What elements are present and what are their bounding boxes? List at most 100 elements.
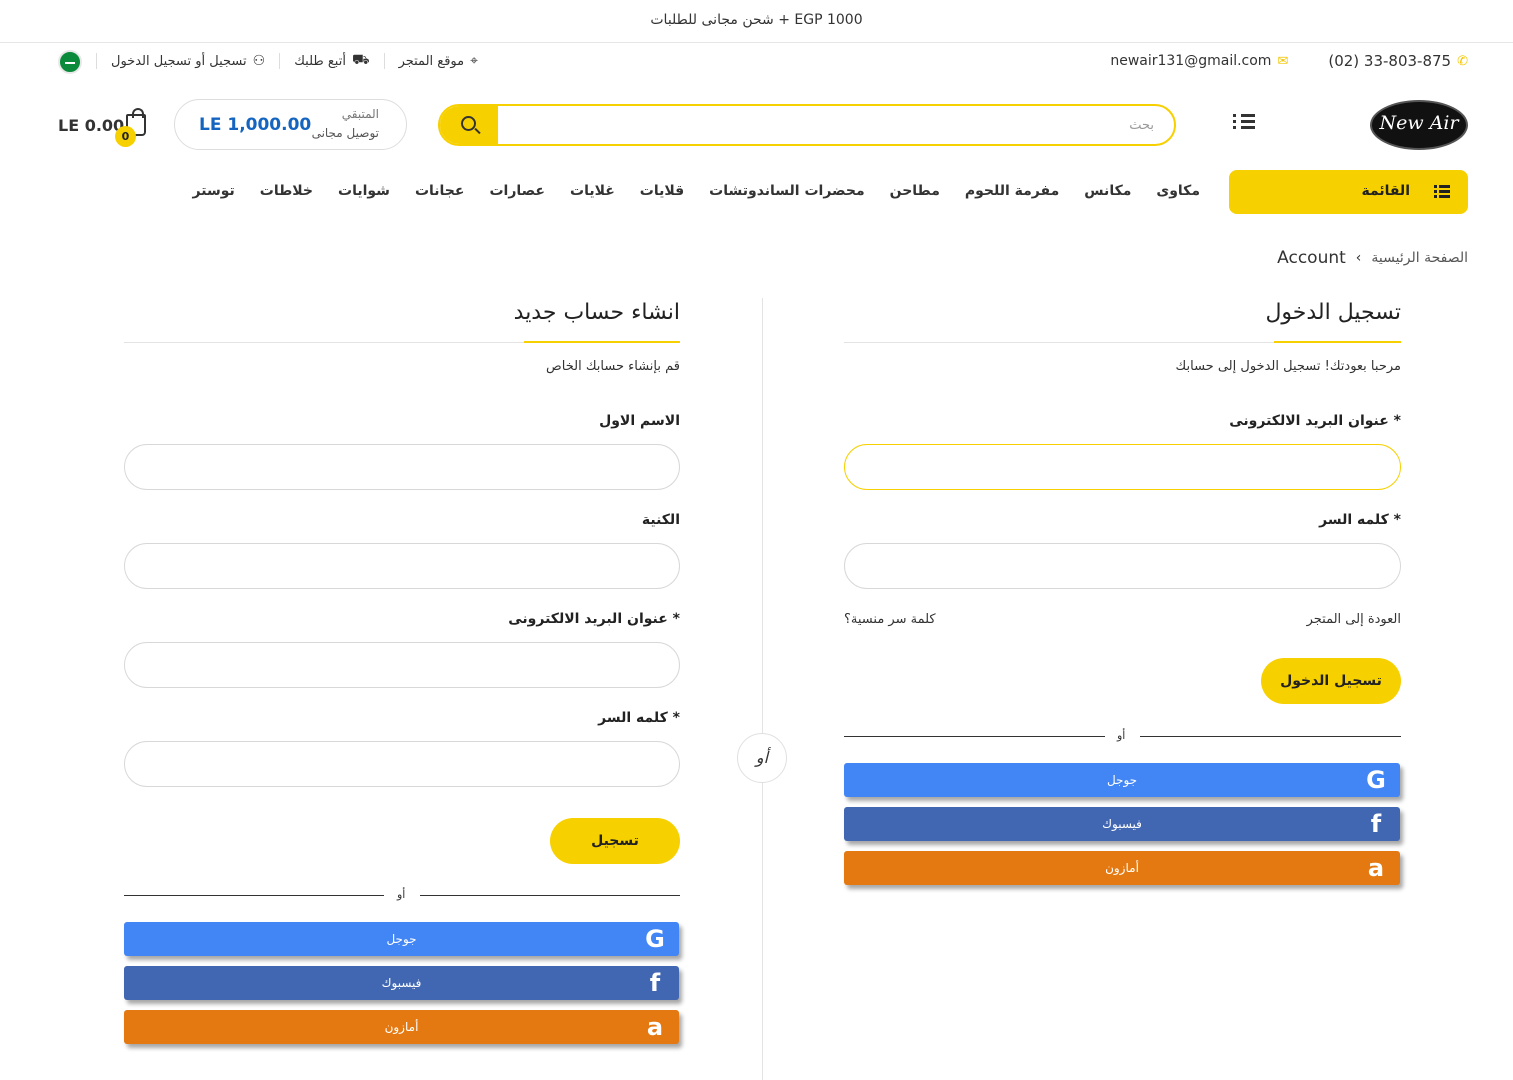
track-order-link[interactable]: أتبع طلبك xyxy=(294,53,346,69)
search-bar xyxy=(438,104,1176,146)
login-subtitle: مرحبا بعودتك! تسجيل الدخول إلى حسابك xyxy=(1175,359,1401,374)
breadcrumb: الصفحة الرئيسية ‹ Account xyxy=(1277,248,1468,268)
google-label: جوجل xyxy=(386,932,417,946)
nav-link[interactable]: غلايات xyxy=(570,183,615,199)
breadcrumb-home[interactable]: الصفحة الرئيسية xyxy=(1371,250,1468,266)
login-amazon-button[interactable]: أمازون a xyxy=(844,851,1400,885)
nav-link[interactable]: مكاوى xyxy=(1156,183,1200,199)
divider xyxy=(124,342,680,343)
login-email-label: عنوان البريد الالكترونى * xyxy=(1229,413,1401,429)
nav-link[interactable]: شوايات xyxy=(338,183,390,199)
amazon-label: أمازون xyxy=(384,1020,419,1034)
nav-link[interactable]: مطاحن xyxy=(889,183,940,199)
amazon-icon: a xyxy=(646,1013,664,1041)
divider xyxy=(844,736,1105,737)
or-label: أو xyxy=(397,888,406,901)
divider xyxy=(96,53,97,69)
login-email-input[interactable] xyxy=(844,444,1401,490)
logo-text: New Air xyxy=(1379,112,1459,134)
main-nav: مكاوى مكانس مفرمة اللحوم مطاحن محضرات ال… xyxy=(193,183,1200,199)
or-label: أو xyxy=(1117,729,1126,742)
site-logo[interactable]: New Air xyxy=(1370,100,1468,150)
or-separator: أو xyxy=(737,733,787,783)
login-button[interactable]: تسجيل الدخول xyxy=(1261,658,1401,704)
login-password-input[interactable] xyxy=(844,543,1401,589)
title-underline xyxy=(524,341,680,343)
search-icon xyxy=(461,116,476,131)
register-password-input[interactable] xyxy=(124,741,680,787)
last-name-label: الكنية xyxy=(641,512,680,528)
list-menu-icon[interactable] xyxy=(1233,112,1255,132)
breadcrumb-current: Account xyxy=(1277,248,1346,268)
divider xyxy=(844,342,1401,343)
announcement-bar: شحن مجانى للطلبات + EGP 1000 xyxy=(0,0,1513,43)
column-divider xyxy=(762,298,763,1080)
login-register-link[interactable]: تسجيل أو تسجيل الدخول xyxy=(111,53,247,69)
saudi-flag-icon[interactable] xyxy=(58,50,82,74)
register-amazon-button[interactable]: أمازون a xyxy=(124,1010,679,1044)
amazon-label: أمازون xyxy=(1105,861,1139,875)
top-links: تسجيل أو تسجيل الدخول ⚇ أتبع طلبك ⛟ موقع… xyxy=(96,52,478,70)
register-title: انشاء حساب جديد xyxy=(513,300,680,325)
facebook-label: فيسبوك xyxy=(1102,817,1142,831)
google-icon: G xyxy=(1366,766,1386,794)
last-name-input[interactable] xyxy=(124,543,680,589)
first-name-input[interactable] xyxy=(124,444,680,490)
envelope-icon: ✉ xyxy=(1277,53,1289,69)
register-email-input[interactable] xyxy=(124,642,680,688)
categories-menu-button[interactable]: القائمة xyxy=(1229,170,1468,214)
nav-link[interactable]: خلاطات xyxy=(259,183,314,199)
cart-count-badge: 0 xyxy=(115,126,136,147)
nav-link[interactable]: عجانات xyxy=(414,183,465,199)
chevron-left-icon: ‹ xyxy=(1355,250,1362,266)
phone-icon: ✆ xyxy=(1457,53,1468,69)
categories-label: القائمة xyxy=(1361,183,1410,199)
divider xyxy=(124,895,384,896)
map-pin-icon: ⌖ xyxy=(470,53,478,69)
register-button[interactable]: تسجيل xyxy=(550,818,680,864)
title-underline xyxy=(1274,341,1401,343)
facebook-icon: f xyxy=(649,969,661,997)
register-facebook-button[interactable]: فيسبوك f xyxy=(124,966,679,1000)
divider xyxy=(383,53,385,69)
register-subtitle: قم بإنشاء حسابك الخاص xyxy=(546,359,680,374)
free-shipping-box: LE 1,000.00 المتبقي توصيل مجانى xyxy=(174,99,407,150)
search-input[interactable] xyxy=(498,106,1174,144)
login-password-label: كلمه السر * xyxy=(1319,512,1401,528)
google-label: جوجل xyxy=(1106,773,1138,787)
divider xyxy=(1140,736,1401,737)
nav-link[interactable]: قلايات xyxy=(639,183,685,199)
forgot-password-link[interactable]: كلمة سر منسية؟ xyxy=(844,612,936,627)
user-icon: ⚇ xyxy=(252,53,266,69)
store-location-link[interactable]: موقع المتجر xyxy=(398,53,465,69)
truck-icon: ⛟ xyxy=(351,52,370,68)
google-icon: G xyxy=(645,925,665,953)
register-google-button[interactable]: جوجل G xyxy=(124,922,679,956)
register-email-label: عنوان البريد الالكترونى * xyxy=(508,611,680,627)
free-delivery-label: توصيل مجانى xyxy=(311,126,379,140)
contact-info: newair131@gmail.com ✉ (02) 33-803-875 ✆ xyxy=(1110,52,1468,70)
nav-link[interactable]: مفرمة اللحوم xyxy=(964,183,1060,199)
login-google-button[interactable]: جوجل G xyxy=(844,763,1400,797)
divider xyxy=(420,895,680,896)
nav-link[interactable]: توستر xyxy=(192,183,235,199)
facebook-icon: f xyxy=(1370,810,1382,838)
login-title: تسجيل الدخول xyxy=(1265,300,1401,325)
search-button[interactable] xyxy=(440,106,498,144)
nav-link[interactable]: عصارات xyxy=(489,183,545,199)
phone-link[interactable]: (02) 33-803-875 xyxy=(1328,52,1452,70)
nav-link[interactable]: مكانس xyxy=(1084,183,1132,199)
list-icon xyxy=(1434,185,1450,199)
shipping-remaining-amount: LE 1,000.00 xyxy=(199,115,312,135)
email-link[interactable]: newair131@gmail.com xyxy=(1110,53,1272,69)
cart-total[interactable]: LE 0.00 xyxy=(58,116,125,135)
nav-link[interactable]: محضرات الساندوتشات xyxy=(709,183,865,199)
first-name-label: الاسم الاول xyxy=(599,413,680,429)
facebook-label: فيسبوك xyxy=(381,976,422,990)
back-to-store-link[interactable]: العودة إلى المتجر xyxy=(1306,612,1401,627)
shopping-bag-icon[interactable] xyxy=(126,108,146,136)
announcement-text: شحن مجانى للطلبات + EGP 1000 xyxy=(650,12,863,28)
login-facebook-button[interactable]: فيسبوك f xyxy=(844,807,1400,841)
amazon-icon: a xyxy=(1367,854,1385,882)
shipping-remaining-label: المتبقي xyxy=(341,107,379,121)
